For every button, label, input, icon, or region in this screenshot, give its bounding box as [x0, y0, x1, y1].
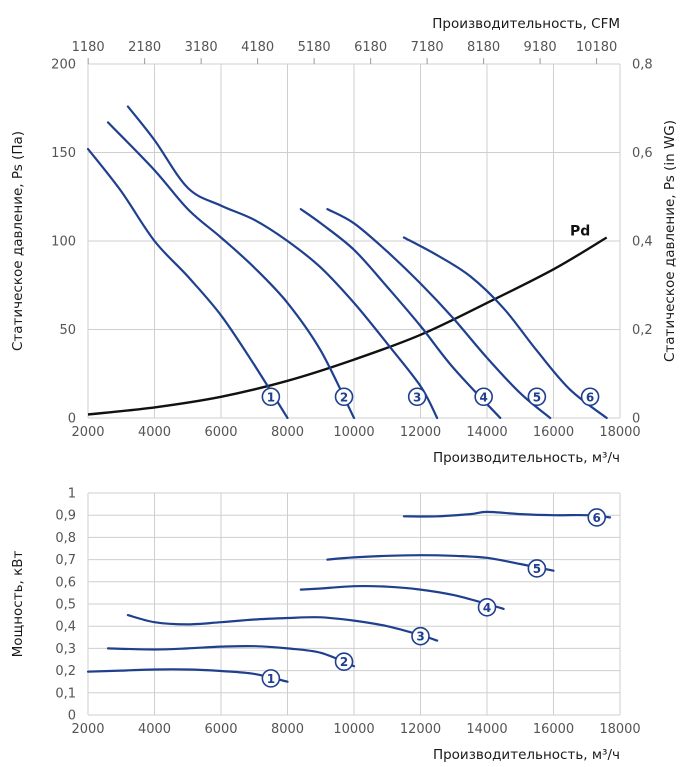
y2-tick-label: 0,4	[632, 235, 653, 250]
fan-curve-6	[402, 236, 608, 420]
x-tick-label: 18000	[599, 722, 640, 737]
fan-curve-5	[326, 554, 555, 572]
x2-tick-label: 7180	[411, 40, 444, 55]
curve-badge-2	[334, 652, 354, 672]
curve-badge-6	[580, 387, 600, 407]
y-tick-label: 0,3	[55, 642, 76, 657]
x2-tick-label: 4180	[241, 40, 274, 55]
x-tick-label: 6000	[204, 425, 237, 440]
x-tick-label: 8000	[271, 722, 304, 737]
y-tick-label: 0,9	[55, 509, 76, 524]
y-tick-label: 0,6	[55, 575, 76, 590]
x-tick-label: 16000	[533, 425, 574, 440]
x-tick-label: 10000	[333, 722, 374, 737]
curve-badge-label: 1	[267, 672, 275, 686]
y2-tick-label: 0,6	[632, 146, 653, 161]
x-tick-label: 8000	[271, 425, 304, 440]
curve-badge-label: 1	[267, 390, 275, 404]
fan-curve-3	[126, 614, 439, 642]
x2-axis-title: Производительность, CFM	[432, 16, 620, 32]
curve-badge-6	[587, 508, 607, 527]
y-axis-title: Статическое давление, Ps (Па)	[10, 131, 26, 351]
curve-badge-3	[411, 626, 430, 646]
x-tick-label: 10000	[333, 425, 374, 440]
curve-badge-2	[334, 387, 354, 407]
curve-badge-label: 6	[586, 390, 594, 404]
y2-tick-label: 0,8	[632, 58, 653, 73]
y-tick-label: 200	[51, 58, 76, 73]
y-tick-label: 0,5	[55, 598, 76, 613]
curve-badge-3	[407, 387, 427, 407]
fan-curve-3	[126, 105, 439, 420]
curve-badge-label: 2	[340, 655, 348, 669]
curve-badge-label: 5	[533, 390, 541, 404]
y2-axis-title: Статическое давление, Ps (in WG)	[662, 120, 678, 362]
curve-badge-label: 4	[483, 601, 491, 615]
x2-tick-label: 10180	[576, 40, 617, 55]
fan-curve-1	[86, 668, 289, 683]
curve-badge-label: 3	[413, 390, 421, 404]
y-tick-label: 1	[68, 487, 76, 502]
power-chart: 2000 4000 6000 8000 10000 12000 14000 16000 1800…	[10, 487, 641, 764]
curve-badge-label: 5	[533, 562, 541, 576]
fan-curve-2	[106, 644, 356, 668]
curve-badge-1	[261, 387, 281, 407]
x-tick-label: 18000	[599, 425, 640, 440]
pd-curve	[87, 236, 608, 416]
x-tick-label: 2000	[71, 425, 104, 440]
x2-tick-label: 2180	[128, 40, 161, 55]
curve-badge-1	[261, 669, 281, 688]
curve-badge-4	[477, 598, 497, 617]
y-tick-label: 150	[51, 146, 76, 161]
y-tick-label: 0	[68, 412, 76, 427]
x-tick-label: 12000	[400, 722, 441, 737]
x2-tick-label: 8180	[467, 40, 500, 55]
x2-tick-label: 6180	[354, 40, 387, 55]
fan-curve-1	[86, 147, 289, 420]
x-tick-label: 4000	[138, 425, 171, 440]
y-tick-label: 0,7	[55, 553, 76, 568]
x2-tick-label: 9180	[524, 40, 557, 55]
y-tick-label: 0	[68, 709, 76, 724]
y-axis-title: Мощность, кВт	[10, 550, 26, 657]
fan-curve-2	[106, 121, 356, 420]
y-tick-label: 100	[51, 235, 76, 250]
x-tick-label: 14000	[466, 722, 507, 737]
x-tick-label: 16000	[533, 722, 574, 737]
curve-badge-label: 3	[416, 630, 424, 644]
y-tick-label: 50	[59, 323, 76, 338]
fan-curve-6	[402, 510, 612, 519]
fan-curve-4	[299, 584, 505, 610]
y-tick-label: 0,1	[55, 686, 76, 701]
curve-badge-label: 2	[340, 390, 348, 404]
curve-badge-label: 4	[479, 390, 487, 404]
x-tick-label: 14000	[466, 425, 507, 440]
x-axis-title: Производительность, м³/ч	[433, 450, 620, 466]
pressure-chart: 2000 4000 6000 8000 10000 12000 14000 16000 1800…	[10, 16, 678, 466]
x2-tick-label: 1180	[72, 40, 105, 55]
x2-tick-label: 5180	[298, 40, 331, 55]
curve-badge-label: 6	[593, 511, 601, 525]
curve-badge-5	[527, 559, 547, 578]
pd-curve-label: Pd	[570, 224, 590, 240]
x2-tick-label: 3180	[185, 40, 218, 55]
y2-tick-label: 0,2	[632, 323, 653, 338]
curve-badge-4	[474, 387, 493, 407]
x-axis-title: Производительность, м³/ч	[433, 747, 620, 763]
fan-curve-5	[326, 208, 552, 420]
y-tick-label: 0,4	[55, 620, 76, 635]
curve-badge-5	[527, 387, 547, 407]
x-tick-label: 6000	[204, 722, 237, 737]
x-tick-label: 12000	[400, 425, 441, 440]
y2-tick-label: 0	[632, 412, 640, 427]
fan-curve-4	[299, 208, 502, 420]
y-tick-label: 0,2	[55, 664, 76, 679]
x-tick-label: 2000	[71, 722, 104, 737]
y-tick-label: 0,8	[55, 531, 76, 546]
x-tick-label: 4000	[138, 722, 171, 737]
